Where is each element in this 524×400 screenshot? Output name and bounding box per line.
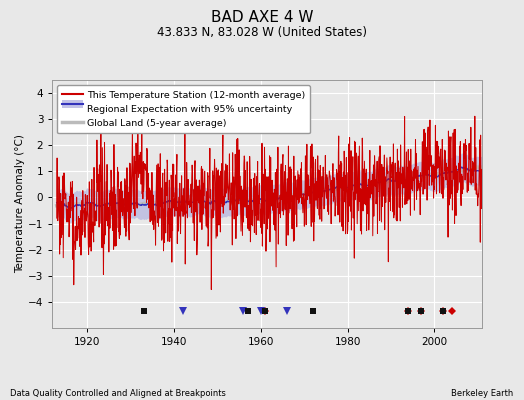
- Text: 43.833 N, 83.028 W (United States): 43.833 N, 83.028 W (United States): [157, 26, 367, 39]
- Y-axis label: Temperature Anomaly (°C): Temperature Anomaly (°C): [15, 134, 25, 274]
- Text: Data Quality Controlled and Aligned at Breakpoints: Data Quality Controlled and Aligned at B…: [10, 389, 226, 398]
- Text: BAD AXE 4 W: BAD AXE 4 W: [211, 10, 313, 25]
- Text: Berkeley Earth: Berkeley Earth: [451, 389, 514, 398]
